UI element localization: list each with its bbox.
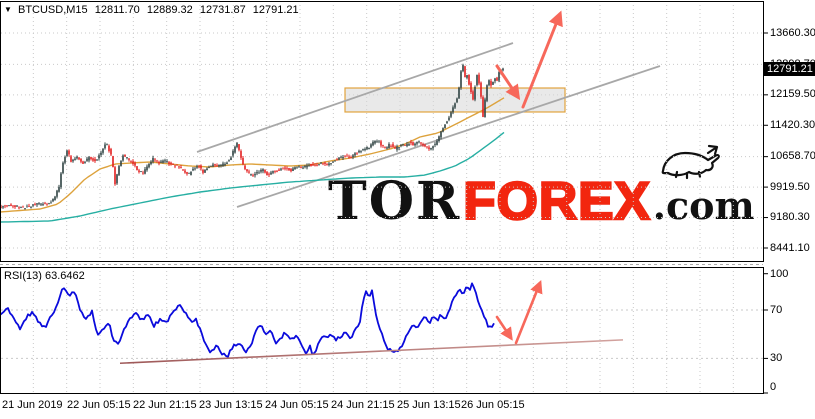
rsi-axis-label: 30 xyxy=(770,352,783,365)
price-axis-label: 8441.10 xyxy=(770,241,810,254)
time-axis-label: 22 Jun 05:15 xyxy=(67,399,131,411)
ohlc-open: 12811.70 xyxy=(94,4,140,16)
logo-text-com: .com xyxy=(652,183,755,228)
bull-icon xyxy=(661,144,720,180)
symbol-period: BTCUSD,M15 xyxy=(17,4,88,16)
ohlc-close: 12791.21 xyxy=(252,4,299,16)
watermark-logo: TOR FOREX .com xyxy=(328,144,755,232)
time-axis-label: 24 Jun 05:15 xyxy=(265,399,329,411)
ohlc-low: 12731.87 xyxy=(199,4,246,16)
rsi-axis-label: 100 xyxy=(770,268,789,280)
gridlines xyxy=(0,1,768,394)
time-axis-label: 25 Jun 13:15 xyxy=(397,399,461,411)
time-axis-label: 23 Jun 13:15 xyxy=(199,399,263,411)
time-axis-label: 22 Jun 21:15 xyxy=(133,399,197,411)
time-axis-label: 26 Jun 05:15 xyxy=(461,399,525,411)
price-axis-label: 13660.30 xyxy=(770,26,815,39)
rsi-indicator-label: RSI(13) 63.6462 xyxy=(4,270,85,282)
trend-channel-lines xyxy=(196,42,661,208)
forecast-arrows xyxy=(495,10,563,109)
logo-text-forex: FOREX xyxy=(462,172,651,231)
price-axis-label: 12159.50 xyxy=(770,88,815,101)
price-axis-label: 11420.30 xyxy=(770,118,815,131)
price-axis-label: 9180.30 xyxy=(770,211,810,224)
ohlc-high: 12889.32 xyxy=(146,4,193,16)
rsi-axis-label: 0 xyxy=(770,381,777,393)
symbol-marker-icon[interactable]: ▼ xyxy=(4,5,12,14)
rsi-plot xyxy=(0,279,624,365)
current-price-tag: 12791.21 xyxy=(764,62,815,76)
price-axis-label: 10658.70 xyxy=(770,150,815,163)
logo-text-tor: TOR xyxy=(328,171,462,232)
moving-averages xyxy=(0,97,505,223)
time-axis-label: 21 Jun 2019 xyxy=(2,399,63,411)
price-axis-label: 9919.50 xyxy=(770,180,810,193)
time-axis-label: 24 Jun 21:15 xyxy=(331,399,395,411)
candles xyxy=(0,63,504,210)
panel-frames xyxy=(0,1,764,394)
chart-title: ▼ BTCUSD,M15 12811.70 12889.32 12731.87 … xyxy=(4,4,303,16)
rsi-axis-label: 70 xyxy=(770,304,783,316)
